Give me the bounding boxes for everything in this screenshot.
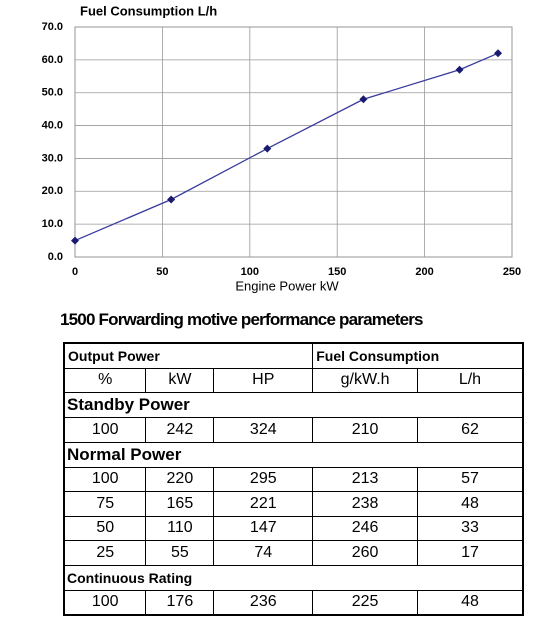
table-cell: 246: [312, 515, 418, 541]
table-cell: 110: [145, 515, 215, 541]
table-cell: 324: [213, 417, 314, 443]
line: [74, 52, 499, 242]
table-cell: 62: [416, 417, 524, 443]
table-cell: 225: [312, 589, 418, 616]
y-tick-label: 70.0: [42, 21, 63, 33]
table-cell: Output Power: [63, 342, 314, 369]
table-row: % kW HP g/kW.h L/h: [63, 367, 524, 393]
table-cell: 74: [213, 540, 314, 566]
marker: [71, 236, 79, 245]
table-row: 100 242 324 210 62: [63, 417, 524, 443]
table-cell: 55: [145, 540, 215, 566]
table-cell: HP: [213, 367, 314, 393]
chart: Fuel Consumption L/h Engine Power kW 0.0…: [42, 3, 522, 293]
table-cell: kW: [145, 367, 215, 393]
table-row: 100 176 236 225 48: [63, 589, 524, 616]
table-row: 75 165 221 238 48: [63, 491, 524, 517]
table-cell: 236: [213, 589, 314, 616]
table-row: Output Power Fuel Consumption: [63, 342, 524, 369]
marker: [263, 144, 272, 153]
table-cell: 147: [213, 515, 314, 541]
x-tick-label: 50: [156, 266, 168, 278]
chart-title: Fuel Consumption L/h: [80, 3, 217, 18]
y-tick-label: 30.0: [42, 152, 63, 164]
table-cell: 75: [63, 491, 147, 517]
marker: [494, 49, 503, 58]
x-axis-label: Engine Power kW: [235, 278, 339, 293]
table-cell: 100: [63, 466, 147, 492]
table-cell: Continuous Rating: [63, 564, 524, 591]
table-cell: 100: [63, 589, 147, 616]
table-cell: 57: [416, 466, 524, 492]
table-cell: 25: [63, 540, 147, 566]
y-tick-label: 40.0: [42, 119, 63, 131]
table-cell: 176: [145, 589, 215, 616]
x-tick-label: 100: [241, 266, 259, 278]
table-row: Continuous Rating: [63, 564, 524, 591]
y-tick-label: 20.0: [42, 185, 63, 197]
marker: [455, 65, 464, 74]
table: Output Power Fuel Consumption% kW HP g/kW.h L…: [63, 342, 524, 616]
table-cell: 50: [63, 515, 147, 541]
table-cell: 100: [63, 417, 147, 443]
table-cell: 295: [213, 466, 314, 492]
table-cell: 17: [416, 540, 524, 566]
table-cell: L/h: [416, 367, 524, 393]
x-tick-label: 250: [503, 266, 521, 278]
plot-area: [74, 26, 513, 258]
table-cell: g/kW.h: [312, 367, 418, 393]
table-cell: 48: [416, 491, 524, 517]
table-title: 1500 Forwarding motive performance param…: [60, 310, 424, 329]
marker: [359, 95, 368, 104]
table-cell: 221: [213, 491, 314, 517]
marker: [167, 195, 176, 204]
table-cell: %: [63, 367, 147, 393]
x-tick-label: 200: [415, 266, 433, 278]
table-cell: 165: [145, 491, 215, 517]
table-cell: Standby Power: [63, 392, 524, 418]
y-tick-label: 10.0: [42, 218, 63, 230]
table-cell: 238: [312, 491, 418, 517]
y-tick-label: 50.0: [42, 87, 63, 99]
table-cell: 213: [312, 466, 418, 492]
table-cell: 210: [312, 417, 418, 443]
table-cell: Normal Power: [63, 441, 524, 468]
table-cell: 242: [145, 417, 215, 443]
table-cell: 33: [416, 515, 524, 541]
table-row: 25 55 74 260 17: [63, 540, 524, 566]
table-row: Normal Power: [63, 441, 524, 468]
table-row: 100 220 295 213 57: [63, 466, 524, 492]
table-row: Standby Power: [63, 392, 524, 418]
table-cell: 260: [312, 540, 418, 566]
table-row: 50 110 147 246 33: [63, 515, 524, 541]
table-cell: 48: [416, 589, 524, 616]
table-cell: Fuel Consumption: [312, 342, 524, 369]
y-tick-label: 0.0: [48, 251, 63, 263]
table-cell: 220: [145, 466, 215, 492]
x-tick-label: 150: [328, 266, 346, 278]
x-tick-label: 0: [72, 266, 78, 278]
y-tick-label: 60.0: [42, 54, 63, 66]
